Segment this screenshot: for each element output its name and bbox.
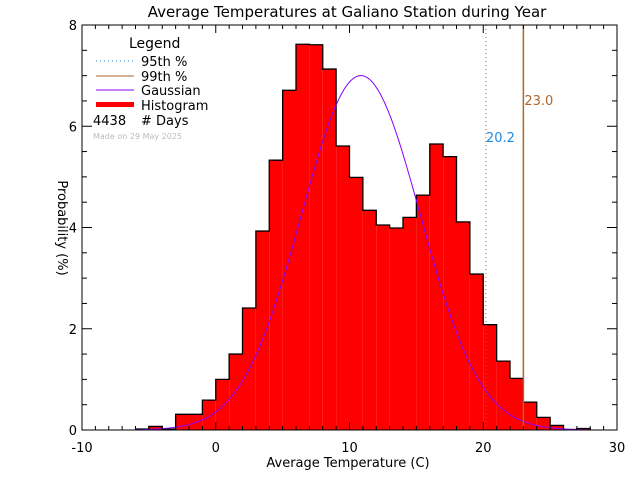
histogram-bar	[523, 402, 537, 430]
histogram-bar	[496, 361, 510, 430]
legend-day-count: 4438	[93, 114, 126, 129]
x-axis-label: Average Temperature (C)	[266, 456, 429, 471]
y-tick-label: 8	[69, 19, 77, 34]
histogram-bar	[536, 417, 551, 430]
axis-ticks: -10 0 10 20 30 0 2 4 6 8	[69, 19, 626, 456]
legend-histogram-swatch	[96, 102, 134, 107]
gaussian-curve	[135, 75, 591, 431]
histogram-bar	[175, 414, 189, 430]
histogram-bar	[443, 156, 457, 430]
legend-day-count-label: # Days	[141, 114, 189, 129]
x-tick-label: 30	[609, 441, 626, 456]
histogram-bar	[510, 378, 524, 430]
histogram-bar	[550, 425, 564, 430]
y-axis-label: Probability (%)	[54, 180, 69, 275]
histogram-bar	[309, 44, 323, 431]
histogram-bar	[229, 354, 243, 430]
y-tick-label: 2	[69, 323, 77, 338]
x-tick-label: 10	[341, 441, 358, 456]
histogram-bar	[403, 217, 417, 430]
histogram-bar	[416, 195, 430, 430]
histogram-bar	[148, 426, 163, 430]
histogram-bar	[322, 69, 337, 430]
chart-title: Average Temperatures at Galiano Station …	[148, 3, 547, 21]
histogram-bar	[282, 90, 296, 431]
made-on-note: Made on 29 May 2025	[93, 132, 182, 141]
legend-99-label: 99th %	[141, 70, 187, 85]
histogram-bar	[202, 400, 216, 430]
histogram-bar	[483, 324, 497, 430]
histogram-bar	[389, 228, 403, 430]
x-tick-label: -10	[71, 441, 92, 456]
histogram-outline	[134, 43, 591, 431]
y-tick-label: 4	[69, 222, 77, 237]
x-tick-label: 0	[212, 441, 220, 456]
histogram-bar	[456, 221, 470, 430]
histogram-bar	[336, 145, 350, 430]
legend-title: Legend	[129, 36, 180, 52]
y-tick-label: 0	[69, 424, 77, 439]
histogram-bar	[362, 210, 377, 430]
legend: Legend 95th % 99th % Gaussian Histogram …	[93, 36, 208, 141]
y-tick-label: 6	[69, 120, 77, 135]
histogram-bar	[376, 224, 390, 430]
histogram-bar	[429, 143, 444, 430]
histogram-bar	[255, 231, 270, 430]
histogram-bar	[296, 44, 310, 431]
histogram-bar	[215, 379, 230, 430]
histogram-bar	[269, 160, 283, 430]
legend-gaussian-label: Gaussian	[141, 84, 201, 99]
percentile-95-label: 20.2	[486, 131, 515, 146]
histogram-bar	[469, 274, 484, 430]
legend-histogram-label: Histogram	[141, 99, 208, 114]
histogram-bars	[134, 43, 591, 431]
percentile-99-label: 23.0	[524, 94, 553, 109]
legend-95-label: 95th %	[141, 55, 187, 70]
histogram-bar	[349, 177, 363, 430]
x-tick-label: 20	[475, 441, 492, 456]
